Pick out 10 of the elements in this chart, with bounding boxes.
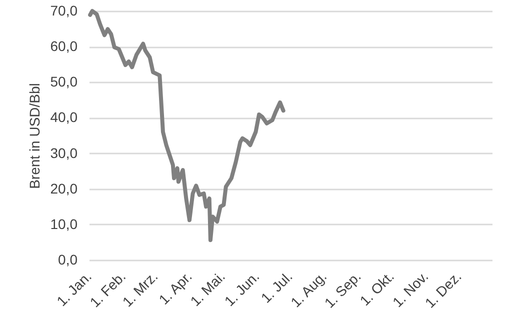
y-tick-label: 60,0 [50, 38, 78, 54]
y-tick-label: 0,0 [58, 252, 78, 268]
y-tick-label: 50,0 [50, 74, 78, 90]
y-axis-title: Brent in USD/Bbl [26, 83, 42, 189]
y-tick-label: 40,0 [50, 109, 78, 126]
y-tick-label: 30,0 [50, 144, 78, 161]
line-series [88, 9, 286, 242]
y-tick-label: 10,0 [50, 216, 78, 232]
y-tick-label: 70,0 [50, 2, 78, 18]
y-tick-label: 20,0 [50, 180, 78, 196]
